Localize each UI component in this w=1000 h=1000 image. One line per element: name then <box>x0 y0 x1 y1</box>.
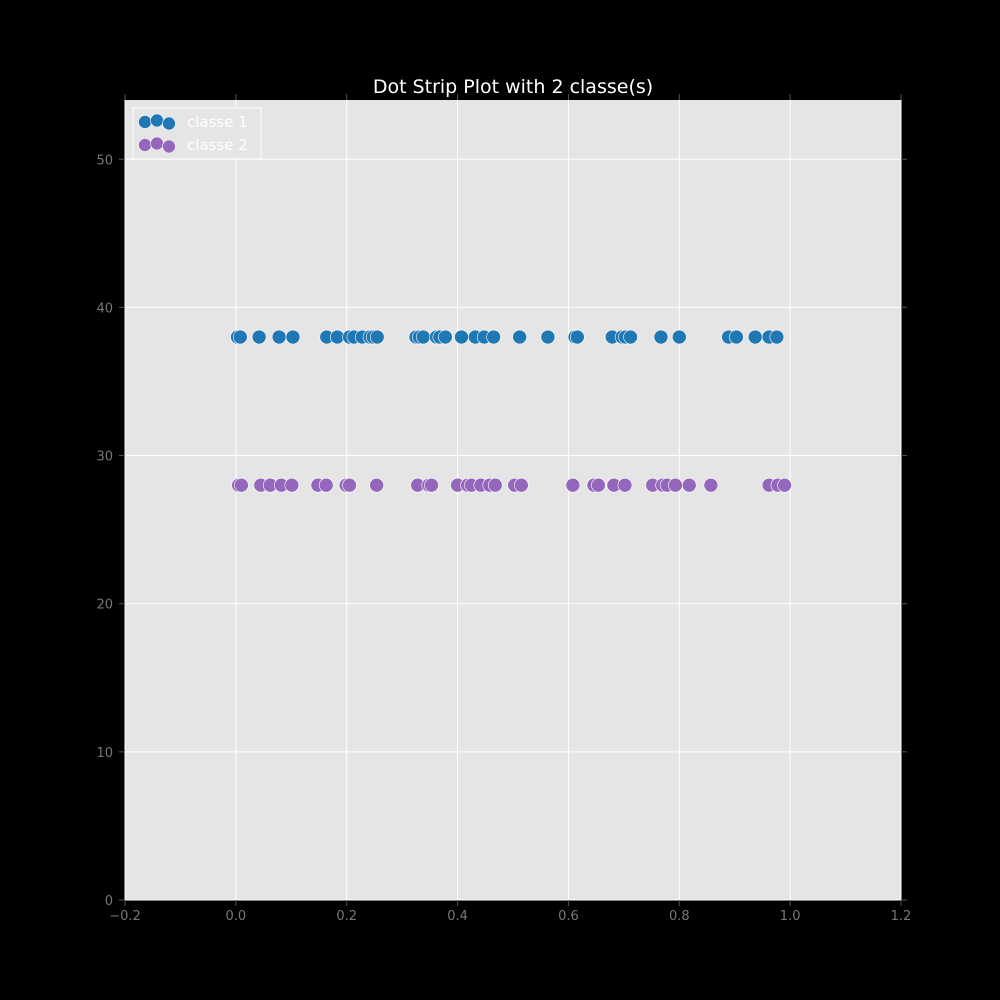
data-point <box>671 329 687 345</box>
y-tick-label: 20 <box>96 598 113 613</box>
x-tick-label: 1.2 <box>891 909 912 924</box>
data-point <box>342 477 357 493</box>
y-tick-label: 50 <box>96 153 113 168</box>
data-point <box>617 477 633 493</box>
data-point <box>777 477 792 493</box>
x-tick-label: 0.8 <box>669 909 690 924</box>
x-tick-label: −0.2 <box>109 909 141 924</box>
data-point <box>668 477 683 493</box>
data-point <box>424 477 439 493</box>
data-point <box>369 477 384 493</box>
y-tick-label: 0 <box>105 894 113 909</box>
data-point <box>747 329 763 345</box>
data-point <box>318 477 334 493</box>
series-1 <box>230 329 785 345</box>
data-point <box>729 329 744 345</box>
legend-entry-1: classe 1 <box>138 113 248 131</box>
y-tick-label: 10 <box>96 746 113 761</box>
data-point <box>251 329 267 345</box>
data-point <box>454 329 469 345</box>
data-point <box>486 329 501 345</box>
data-point <box>369 329 385 345</box>
data-point <box>487 477 503 493</box>
y-tick-label: 30 <box>96 450 113 465</box>
x-tick-label: 0.4 <box>447 909 468 924</box>
legend: classe 1 classe 2 <box>132 107 262 160</box>
data-point <box>565 477 581 493</box>
x-tick-label: 0.2 <box>336 909 357 924</box>
series-2 <box>231 477 792 493</box>
legend-marker <box>162 139 176 154</box>
legend-marker <box>150 136 164 151</box>
data-point <box>232 329 248 345</box>
data-point <box>540 329 556 345</box>
data-point <box>514 477 529 493</box>
legend-label: classe 1 <box>187 113 248 131</box>
data-point <box>234 477 249 493</box>
y-tick-label: 40 <box>96 301 113 316</box>
data-point <box>681 477 697 493</box>
data-point <box>623 329 638 345</box>
grid <box>124 100 902 901</box>
legend-marker <box>138 138 152 152</box>
x-tick-label: 1.0 <box>780 909 801 924</box>
data-point <box>769 329 785 345</box>
data-points <box>230 329 792 493</box>
data-point <box>653 329 669 345</box>
data-point <box>703 477 719 493</box>
data-point <box>591 477 606 493</box>
data-point <box>438 329 453 345</box>
data-point <box>512 329 527 345</box>
x-tick-label: 0.0 <box>226 909 247 924</box>
legend-label: classe 2 <box>187 136 248 154</box>
axis-ticks: −0.2 0.0 0.2 0.4 0.6 0.8 1.0 1.2 0 10 20 30 40 50 <box>96 94 911 924</box>
data-point <box>284 477 300 493</box>
legend-entry-2: classe 2 <box>138 136 248 154</box>
data-point <box>415 329 431 345</box>
x-tick-label: 0.6 <box>558 909 579 924</box>
data-point <box>271 329 287 345</box>
legend-marker <box>162 116 176 131</box>
plot-area <box>125 100 901 900</box>
data-point <box>569 329 585 345</box>
chart-title: Dot Strip Plot with 2 classe(s) <box>373 76 653 98</box>
legend-marker <box>138 115 152 129</box>
legend-marker <box>150 113 164 128</box>
data-point <box>285 329 301 345</box>
